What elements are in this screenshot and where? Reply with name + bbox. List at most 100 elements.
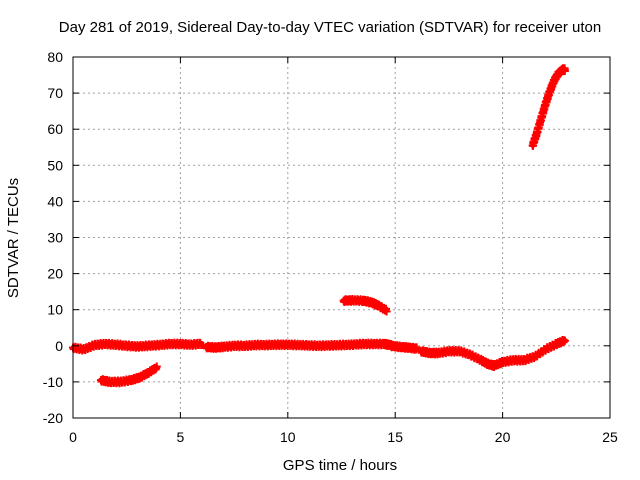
data-point xyxy=(134,344,140,350)
data-point xyxy=(145,370,151,376)
y-tick-label: 10 xyxy=(47,302,63,318)
series-arc-1 xyxy=(69,338,206,355)
data-point xyxy=(543,346,549,352)
y-tick-label: -10 xyxy=(43,374,63,390)
data-point xyxy=(220,344,226,350)
y-tick-label: 30 xyxy=(47,230,63,246)
data-point xyxy=(231,343,237,349)
data-point xyxy=(177,341,183,347)
data-point xyxy=(128,377,134,383)
data-point xyxy=(98,377,104,383)
data-point xyxy=(534,130,540,136)
series-markers xyxy=(339,294,391,316)
x-tick-label: 10 xyxy=(280,429,296,445)
data-point xyxy=(296,342,302,348)
data-point xyxy=(145,343,151,349)
data-point xyxy=(555,70,561,76)
data-point xyxy=(253,342,259,348)
data-points xyxy=(69,64,569,388)
data-point xyxy=(328,342,334,348)
series-arc-4 xyxy=(339,294,391,316)
data-point xyxy=(384,307,390,313)
data-point xyxy=(543,101,549,107)
data-point xyxy=(446,348,452,354)
data-point xyxy=(156,342,162,348)
data-point xyxy=(360,341,366,347)
data-point xyxy=(242,343,248,349)
data-point xyxy=(562,337,568,343)
series-arc-2 xyxy=(96,362,161,388)
data-point xyxy=(388,343,394,349)
data-point xyxy=(188,342,194,348)
data-point xyxy=(117,379,123,385)
data-point xyxy=(371,341,377,347)
data-point xyxy=(510,357,516,363)
data-point xyxy=(435,350,441,356)
series-arc-7 xyxy=(528,64,569,150)
data-point xyxy=(339,342,344,348)
series-arc-6 xyxy=(416,336,569,371)
data-point xyxy=(124,343,130,349)
data-point xyxy=(81,346,87,352)
data-point xyxy=(349,297,355,303)
data-point xyxy=(551,77,557,83)
data-point xyxy=(91,342,97,348)
data-point xyxy=(137,375,143,381)
data-point xyxy=(500,359,506,365)
data-point xyxy=(167,341,173,347)
data-point xyxy=(553,341,559,347)
series-arc-3 xyxy=(202,338,395,353)
data-point xyxy=(478,357,484,363)
series-markers xyxy=(96,362,161,388)
data-point xyxy=(203,344,209,350)
data-point xyxy=(538,115,544,121)
data-point xyxy=(102,341,108,347)
data-point xyxy=(263,342,269,348)
data-point xyxy=(212,345,218,351)
data-point xyxy=(154,364,160,370)
data-point xyxy=(113,342,119,348)
data-point xyxy=(360,298,366,304)
x-tick-label: 15 xyxy=(387,429,403,445)
data-point xyxy=(562,67,568,73)
data-point xyxy=(317,343,323,349)
y-tick-label: 0 xyxy=(55,338,63,354)
data-point xyxy=(427,350,433,356)
data-point xyxy=(306,342,312,348)
chart-title: Day 281 of 2019, Sidereal Day-to-day VTE… xyxy=(59,19,601,36)
x-tick-label: 25 xyxy=(602,429,618,445)
data-point xyxy=(418,348,424,354)
series-markers xyxy=(528,64,569,150)
y-tick-label: 20 xyxy=(47,266,63,282)
y-tick-label: 50 xyxy=(47,157,63,173)
data-point xyxy=(485,361,491,367)
y-tick-label: 40 xyxy=(47,193,63,209)
x-tick-label: 5 xyxy=(177,429,185,445)
y-axis-label: SDTVAR / TECUs xyxy=(5,178,22,298)
data-point xyxy=(396,344,402,350)
x-tick-label: 0 xyxy=(69,429,77,445)
data-point xyxy=(521,357,527,363)
data-point xyxy=(274,342,280,348)
y-tick-label: 60 xyxy=(47,121,63,137)
series-arc-5 xyxy=(386,340,421,354)
data-point xyxy=(199,341,205,347)
data-point xyxy=(547,88,553,94)
x-axis-label: GPS time / hours xyxy=(283,457,397,474)
data-point xyxy=(381,341,387,347)
data-point xyxy=(457,348,463,354)
data-point xyxy=(341,298,347,304)
x-tick-label: 20 xyxy=(495,429,511,445)
data-point xyxy=(491,363,497,369)
data-point xyxy=(349,342,355,348)
data-point xyxy=(107,379,113,385)
y-tick-label: -20 xyxy=(43,410,63,426)
data-point xyxy=(375,302,381,308)
axis-ticks: 0 5 10 15 20 25 -20 -10 0 10 20 30 40 50 60 70 80 xyxy=(43,49,618,445)
data-point xyxy=(369,299,375,305)
data-point xyxy=(532,354,538,360)
data-point xyxy=(467,352,473,358)
y-tick-label: 70 xyxy=(47,85,63,101)
data-point xyxy=(285,342,291,348)
